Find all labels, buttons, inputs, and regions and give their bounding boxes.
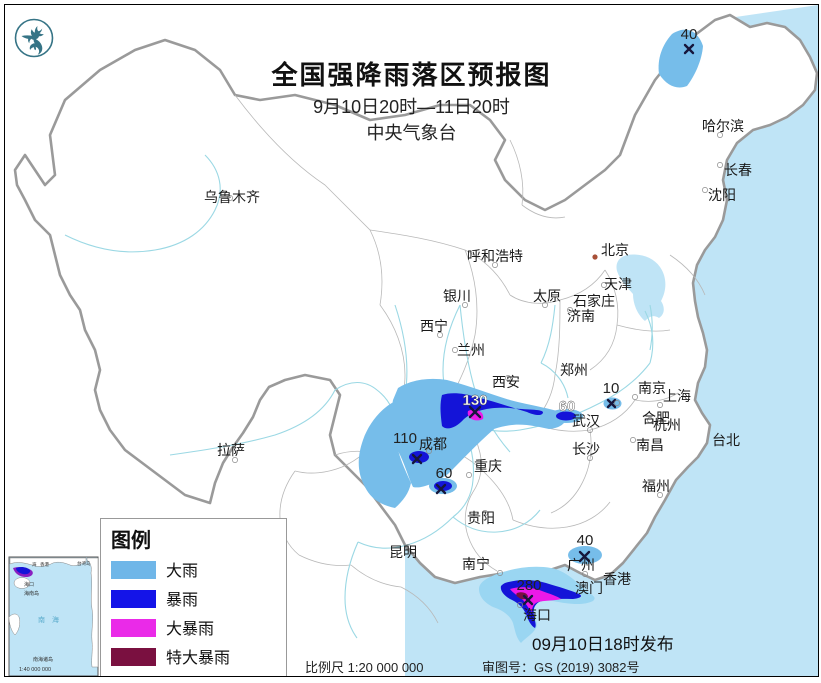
svg-text:石家庄: 石家庄 [573,293,615,309]
svg-text:西宁: 西宁 [420,318,448,334]
svg-text:南宁: 南宁 [462,556,490,572]
svg-text:海南岛: 海南岛 [24,590,39,597]
svg-text:长沙: 长沙 [572,441,600,457]
svg-text:昆明: 昆明 [389,544,417,560]
svg-text:天津: 天津 [604,276,632,292]
svg-text:台湾岛: 台湾岛 [77,560,91,567]
svg-text:拉萨: 拉萨 [217,442,245,458]
svg-text:兰州: 兰州 [457,342,485,358]
svg-text:杭州: 杭州 [653,417,681,433]
svg-text:南昌: 南昌 [636,437,664,453]
svg-text:110: 110 [393,430,417,447]
svg-text:1:40 000 000: 1:40 000 000 [19,667,51,673]
svg-text:澳门: 澳门 [575,580,603,596]
svg-text:上海: 上海 [663,388,691,404]
svg-text:海口: 海口 [24,581,34,588]
svg-text:成都: 成都 [419,436,447,452]
svg-text:60: 60 [436,465,453,482]
svg-text:济南: 济南 [567,308,595,324]
svg-text:130: 130 [462,392,487,409]
svg-text:海: 海 [32,561,37,568]
svg-text:呼和浩特: 呼和浩特 [467,248,523,264]
svg-text:海口: 海口 [523,607,551,623]
svg-text:10: 10 [603,380,620,397]
svg-text:乌鲁木齐: 乌鲁木齐 [204,189,260,205]
svg-text:40: 40 [577,532,594,549]
svg-text:长春: 长春 [724,162,752,178]
svg-text:40: 40 [681,26,698,43]
svg-text:香港: 香港 [40,561,49,568]
svg-text:重庆: 重庆 [474,458,502,474]
svg-text:沈阳: 沈阳 [708,187,736,203]
svg-text:西安: 西安 [492,374,520,390]
svg-text:银川: 银川 [443,288,471,304]
svg-text:南 海: 南 海 [38,615,59,624]
svg-text:香港: 香港 [603,571,631,587]
svg-text:广州: 广州 [567,557,595,573]
svg-text:北京: 北京 [601,242,629,258]
svg-text:280: 280 [516,577,541,594]
svg-text:南京: 南京 [638,380,666,396]
svg-text:贵阳: 贵阳 [467,510,495,526]
svg-text:武汉: 武汉 [572,413,600,429]
svg-text:南海诸岛: 南海诸岛 [33,656,53,663]
svg-text:台北: 台北 [712,432,740,448]
svg-text:太原: 太原 [533,288,561,304]
svg-text:郑州: 郑州 [560,362,588,378]
svg-text:福州: 福州 [642,478,670,494]
